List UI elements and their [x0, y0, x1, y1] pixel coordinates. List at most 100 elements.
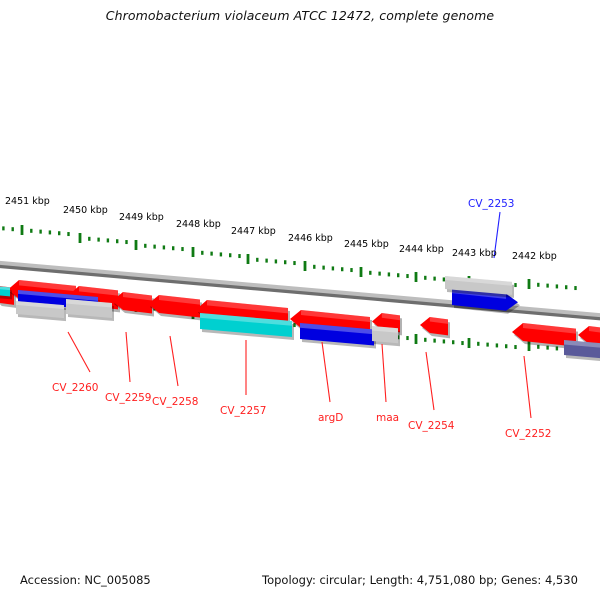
- scale-tick-major-upper: [191, 247, 195, 257]
- scale-tick-minor-upper: [387, 272, 391, 277]
- arrow-shape: [512, 323, 576, 347]
- gene-label-argD[interactable]: argD: [318, 412, 344, 424]
- gene-label-CV_2258[interactable]: CV_2258: [152, 396, 199, 408]
- gene-feature-maa-arrow[interactable]: [420, 317, 450, 339]
- gene-label-CV_2260[interactable]: CV_2260: [52, 382, 99, 394]
- page-title: Chromobacterium violaceum ATCC 12472, co…: [105, 8, 495, 23]
- arrow-highlight: [589, 326, 600, 333]
- arrow-shape: [112, 292, 152, 314]
- gene-feature-edge-cds-cyan[interactable]: [0, 286, 12, 300]
- gene-label-CV_2253[interactable]: CV_2253: [468, 198, 515, 210]
- scale-tick-minor-upper: [369, 270, 372, 275]
- scale-tick-minor-upper: [97, 237, 100, 242]
- box-shape: [200, 313, 292, 338]
- label-leader-lines: [67, 211, 532, 419]
- scale-tick-minor-upper: [229, 253, 232, 258]
- scale-tick-major-upper: [246, 254, 250, 264]
- arrow-highlight: [207, 300, 288, 314]
- scale-tick-minor-lower: [486, 342, 489, 347]
- arrow-highlight: [123, 292, 152, 301]
- scale-tick-minor-lower: [406, 336, 409, 341]
- scale-tick-minor-upper: [350, 268, 353, 273]
- scale-tick-minor-lower: [495, 343, 499, 348]
- arrow-highlight: [429, 317, 448, 324]
- scale-tick-minor-upper: [144, 243, 147, 248]
- scale-tick-major-lower: [467, 338, 471, 348]
- scale-tick-minor-upper: [565, 285, 568, 290]
- leader-line-maa: [381, 343, 387, 403]
- scale-tick-minor-lower: [477, 341, 480, 346]
- arrow-highlight: [381, 313, 400, 321]
- leader-line-CV_2259: [125, 331, 131, 383]
- scale-tick-minor-upper: [424, 275, 427, 280]
- scale-tick-minor-upper: [2, 226, 5, 231]
- scale-tick-minor-upper: [219, 252, 223, 257]
- arrow-shape: [578, 326, 600, 346]
- scale-tick-minor-upper: [67, 232, 70, 237]
- arrow-highlight: [523, 323, 576, 334]
- scale-label-2451-kbp: 2451 kbp: [5, 196, 50, 207]
- arrow-highlight: [19, 280, 76, 292]
- scale-tick-major-lower: [414, 334, 418, 344]
- gene-feature-argD-cds[interactable]: [300, 323, 376, 349]
- gene-label-maa[interactable]: maa: [376, 412, 400, 424]
- scale-tick-major-upper: [303, 261, 307, 271]
- leader-line-CV_2260: [67, 331, 91, 373]
- scale-tick-minor-upper: [341, 267, 344, 272]
- gene-label-CV_2252[interactable]: CV_2252: [505, 428, 552, 440]
- scale-label-2450-kbp: 2450 kbp: [63, 205, 108, 216]
- box-highlight: [0, 286, 10, 291]
- box-highlight: [372, 326, 398, 333]
- scale-tick-minor-upper: [313, 264, 316, 269]
- accession-text: Accession: NC_005085: [20, 573, 151, 587]
- scale-tick-minor-upper: [274, 259, 278, 264]
- scale-tick-minor-upper: [153, 244, 156, 249]
- gene-feature-CV_2259-cds[interactable]: [66, 299, 114, 322]
- box-highlight: [66, 299, 112, 308]
- scale-tick-minor-upper: [293, 261, 296, 266]
- gene-feature-CV_2253-cds[interactable]: [445, 276, 514, 298]
- gene-feature-CV_2251-arrow[interactable]: [578, 326, 600, 350]
- gene-label-CV_2259[interactable]: CV_2259: [105, 392, 152, 404]
- scale-tick-major-upper: [78, 233, 82, 243]
- gene-feature-CV_2250-cds[interactable]: [564, 340, 600, 362]
- scale-label-2442-kbp: 2442 kbp: [512, 251, 557, 262]
- scale-tick-minor-upper: [537, 282, 540, 287]
- scale-tick-minor-upper: [58, 231, 61, 236]
- gene-feature-CV_2256-cds[interactable]: [200, 313, 294, 341]
- box-shape: [300, 323, 374, 346]
- scale-tick-minor-upper: [201, 250, 204, 255]
- gene-feature-CV_2255-cds[interactable]: [372, 326, 400, 347]
- scale-label-2449-kbp: 2449 kbp: [119, 212, 164, 223]
- scale-label-2443-kbp: 2443 kbp: [452, 248, 497, 259]
- scale-tick-major-upper: [527, 279, 531, 289]
- scale-tick-minor-lower: [461, 341, 464, 346]
- leader-line-CV_2254: [425, 351, 435, 411]
- leader-line-CV_2258: [169, 335, 179, 387]
- gene-label-CV_2257[interactable]: CV_2257: [220, 405, 267, 417]
- gene-features-group: [0, 276, 600, 362]
- box-highlight: [200, 313, 292, 326]
- gene-feature-CV_2260-cds2[interactable]: [16, 301, 66, 322]
- gene-feature-CV_2258-arrow[interactable]: [112, 292, 154, 317]
- leader-line-CV_2253: [493, 211, 501, 259]
- scale-tick-minor-lower: [537, 344, 540, 349]
- gene-feature-CV_2252-arrow[interactable]: [512, 323, 578, 350]
- topology-text: Topology: circular; Length: 4,751,080 bp…: [262, 573, 578, 587]
- scale-tick-minor-upper: [39, 229, 42, 234]
- box-shape: [372, 326, 398, 344]
- scale-tick-minor-upper: [322, 265, 325, 270]
- scale-tick-minor-upper: [116, 239, 119, 244]
- scale-tick-minor-upper: [265, 258, 268, 263]
- box-shape: [564, 340, 600, 359]
- scale-tick-minor-lower: [546, 345, 549, 350]
- scale-tick-minor-upper: [331, 266, 335, 271]
- box-shape: [445, 276, 512, 295]
- scale-tick-major-upper: [134, 240, 138, 250]
- scale-tick-minor-upper: [30, 228, 33, 233]
- gene-feature-CV_2257a-arrow[interactable]: [148, 295, 202, 321]
- gene-label-CV_2254[interactable]: CV_2254: [408, 420, 455, 432]
- scale-tick-minor-lower: [442, 339, 446, 344]
